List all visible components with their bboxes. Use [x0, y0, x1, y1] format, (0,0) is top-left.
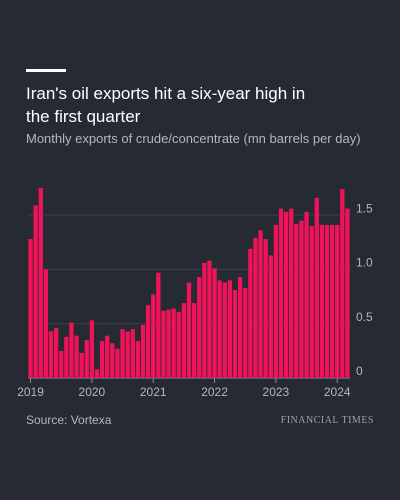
bar [345, 208, 350, 378]
x-tick-label: 2023 [263, 385, 290, 399]
bar [222, 282, 227, 378]
bar [324, 224, 330, 378]
bar [171, 308, 176, 378]
bar [38, 188, 43, 378]
bar [64, 336, 69, 378]
bar [299, 220, 304, 378]
bar [140, 324, 146, 378]
bar [69, 322, 74, 378]
bar [43, 269, 49, 378]
bar [166, 309, 171, 378]
x-tick-label: 2022 [201, 385, 228, 399]
bar [186, 282, 192, 378]
bar [156, 272, 161, 378]
bar [130, 329, 135, 378]
bar [273, 224, 279, 378]
header-rule [26, 69, 66, 72]
bar [84, 340, 89, 378]
x-tick-label: 2019 [17, 385, 44, 399]
bar [53, 328, 59, 378]
bar [227, 280, 233, 378]
bar [329, 224, 335, 378]
bar [232, 290, 238, 378]
bar [33, 205, 38, 378]
chart-subtitle: Monthly exports of crude/concentrate (mn… [26, 131, 361, 146]
source: Source: Vortexa [26, 413, 112, 427]
x-tick-label: 2020 [79, 385, 106, 399]
y-tick-label: 0 [356, 364, 363, 378]
bar [145, 305, 151, 378]
chart-title: Iran's oil exports hit a six-year high i… [26, 84, 306, 126]
bar [304, 211, 309, 378]
y-tick-label: 1.5 [356, 201, 373, 215]
bar [253, 237, 258, 378]
bar [212, 268, 217, 378]
publisher: FINANCIAL TIMES [280, 415, 374, 426]
bar [94, 369, 100, 378]
bar [335, 224, 340, 378]
bar [248, 248, 253, 378]
bar [319, 224, 325, 378]
bar [79, 353, 84, 378]
bar [207, 260, 212, 378]
bar [176, 311, 181, 378]
bar [217, 280, 222, 378]
bar [125, 331, 130, 378]
bar [309, 226, 314, 378]
bar [151, 294, 156, 378]
y-tick-label: 0.5 [356, 310, 373, 324]
x-tick-label: 2024 [324, 385, 351, 399]
bar [278, 208, 284, 378]
y-tick-label: 1.0 [356, 256, 373, 270]
bar [105, 335, 110, 378]
bar [237, 277, 243, 378]
bar [289, 208, 294, 378]
bar [120, 329, 125, 378]
bar [161, 310, 166, 378]
bar [202, 262, 207, 378]
x-tick-label: 2021 [140, 385, 167, 399]
bar [135, 341, 141, 378]
bar [110, 343, 115, 378]
bar [191, 303, 197, 378]
bar [59, 350, 64, 378]
bar [181, 303, 187, 378]
bar [89, 320, 95, 378]
bar [74, 335, 79, 378]
bar [314, 197, 319, 378]
bar [340, 189, 345, 378]
bar [243, 287, 248, 378]
bar [263, 239, 268, 378]
bar [99, 341, 105, 378]
bar [28, 239, 33, 378]
bar [48, 331, 54, 378]
bar [258, 230, 263, 378]
bar [283, 211, 289, 378]
bar [294, 223, 299, 378]
bar [268, 255, 273, 378]
bar [197, 277, 202, 378]
bar [115, 348, 120, 378]
